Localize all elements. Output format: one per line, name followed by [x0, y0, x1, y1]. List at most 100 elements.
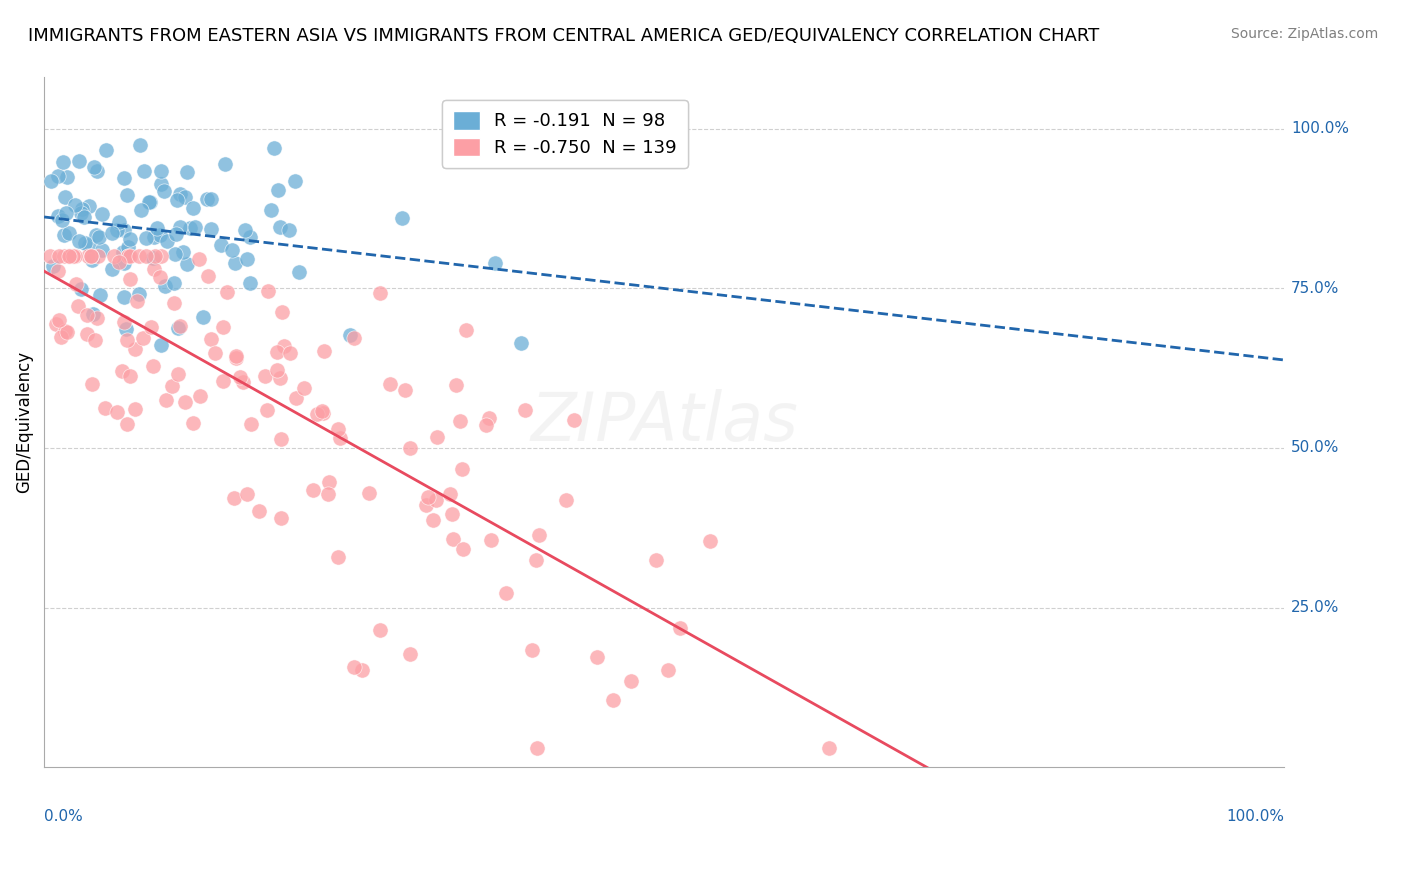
Point	[86, 164, 108, 178]
Point	[45, 317, 67, 331]
Point	[195, 192, 218, 206]
Point	[117, 240, 139, 254]
Point	[118, 249, 141, 263]
Point	[70, 206, 93, 220]
Point	[62, 249, 84, 263]
Point	[142, 251, 165, 265]
Point	[150, 249, 173, 263]
Point	[56, 249, 79, 263]
Point	[224, 256, 246, 270]
Point	[77, 198, 100, 212]
Point	[454, 323, 477, 337]
Point	[58, 226, 80, 240]
Point	[162, 379, 184, 393]
Point	[135, 231, 157, 245]
Point	[165, 227, 187, 241]
Text: ZIPAtlas: ZIPAtlas	[530, 389, 799, 455]
Point	[181, 201, 204, 215]
Point	[139, 195, 162, 210]
Point	[51, 213, 73, 227]
Point	[509, 335, 531, 350]
Point	[620, 674, 643, 689]
Point	[555, 492, 578, 507]
Point	[83, 333, 105, 347]
Point	[70, 202, 93, 216]
Point	[271, 305, 294, 319]
Point	[239, 230, 262, 244]
Point	[118, 368, 141, 383]
Point	[368, 623, 391, 637]
Point	[111, 364, 134, 378]
Point	[143, 229, 166, 244]
Point	[326, 422, 349, 436]
Point	[80, 249, 103, 263]
Text: IMMIGRANTS FROM EASTERN ASIA VS IMMIGRANTS FROM CENTRAL AMERICA GED/EQUIVALENCY : IMMIGRANTS FROM EASTERN ASIA VS IMMIGRAN…	[28, 27, 1099, 45]
Point	[67, 234, 90, 248]
Point	[173, 190, 195, 204]
Point	[83, 160, 105, 174]
Point	[91, 244, 114, 258]
Point	[75, 236, 97, 251]
Point	[200, 332, 222, 346]
Point	[163, 296, 186, 310]
Point	[329, 431, 352, 445]
Point	[451, 462, 474, 476]
Point	[263, 141, 285, 155]
Point	[236, 487, 259, 501]
Point	[169, 318, 191, 333]
Point	[267, 183, 290, 197]
Point	[191, 310, 214, 325]
Point	[179, 220, 201, 235]
Point	[343, 331, 366, 345]
Point	[200, 192, 222, 206]
Point	[86, 227, 108, 242]
Point	[156, 234, 179, 248]
Point	[65, 277, 87, 292]
Point	[524, 553, 547, 567]
Legend: R = -0.191  N = 98, R = -0.750  N = 139: R = -0.191 N = 98, R = -0.750 N = 139	[441, 100, 688, 168]
Point	[269, 371, 291, 385]
Point	[87, 249, 110, 263]
Point	[269, 220, 291, 235]
Y-axis label: GED/Equivalency: GED/Equivalency	[15, 351, 32, 493]
Point	[288, 265, 311, 279]
Point	[112, 222, 135, 236]
Point	[112, 256, 135, 270]
Point	[142, 261, 165, 276]
Point	[214, 157, 236, 171]
Point	[444, 378, 467, 392]
Point	[586, 650, 609, 665]
Point	[149, 269, 172, 284]
Point	[169, 186, 191, 201]
Text: 100.0%: 100.0%	[1291, 121, 1348, 136]
Point	[112, 290, 135, 304]
Point	[153, 184, 176, 198]
Point	[318, 475, 340, 489]
Text: Source: ZipAtlas.com: Source: ZipAtlas.com	[1230, 27, 1378, 41]
Point	[86, 311, 108, 326]
Point	[117, 249, 139, 263]
Point	[46, 263, 69, 277]
Point	[200, 222, 222, 236]
Point	[105, 405, 128, 419]
Text: 0.0%: 0.0%	[44, 809, 83, 823]
Point	[172, 244, 194, 259]
Point	[48, 313, 70, 327]
Point	[52, 155, 75, 169]
Text: 75.0%: 75.0%	[1291, 281, 1339, 296]
Point	[316, 487, 339, 501]
Point	[89, 230, 111, 244]
Point	[149, 163, 172, 178]
Point	[484, 255, 506, 269]
Point	[394, 383, 416, 397]
Point	[108, 215, 131, 229]
Point	[153, 278, 176, 293]
Point	[562, 412, 585, 426]
Point	[115, 322, 138, 336]
Point	[124, 401, 146, 416]
Point	[212, 374, 235, 388]
Point	[284, 174, 307, 188]
Point	[439, 487, 461, 501]
Point	[149, 338, 172, 352]
Point	[76, 308, 98, 322]
